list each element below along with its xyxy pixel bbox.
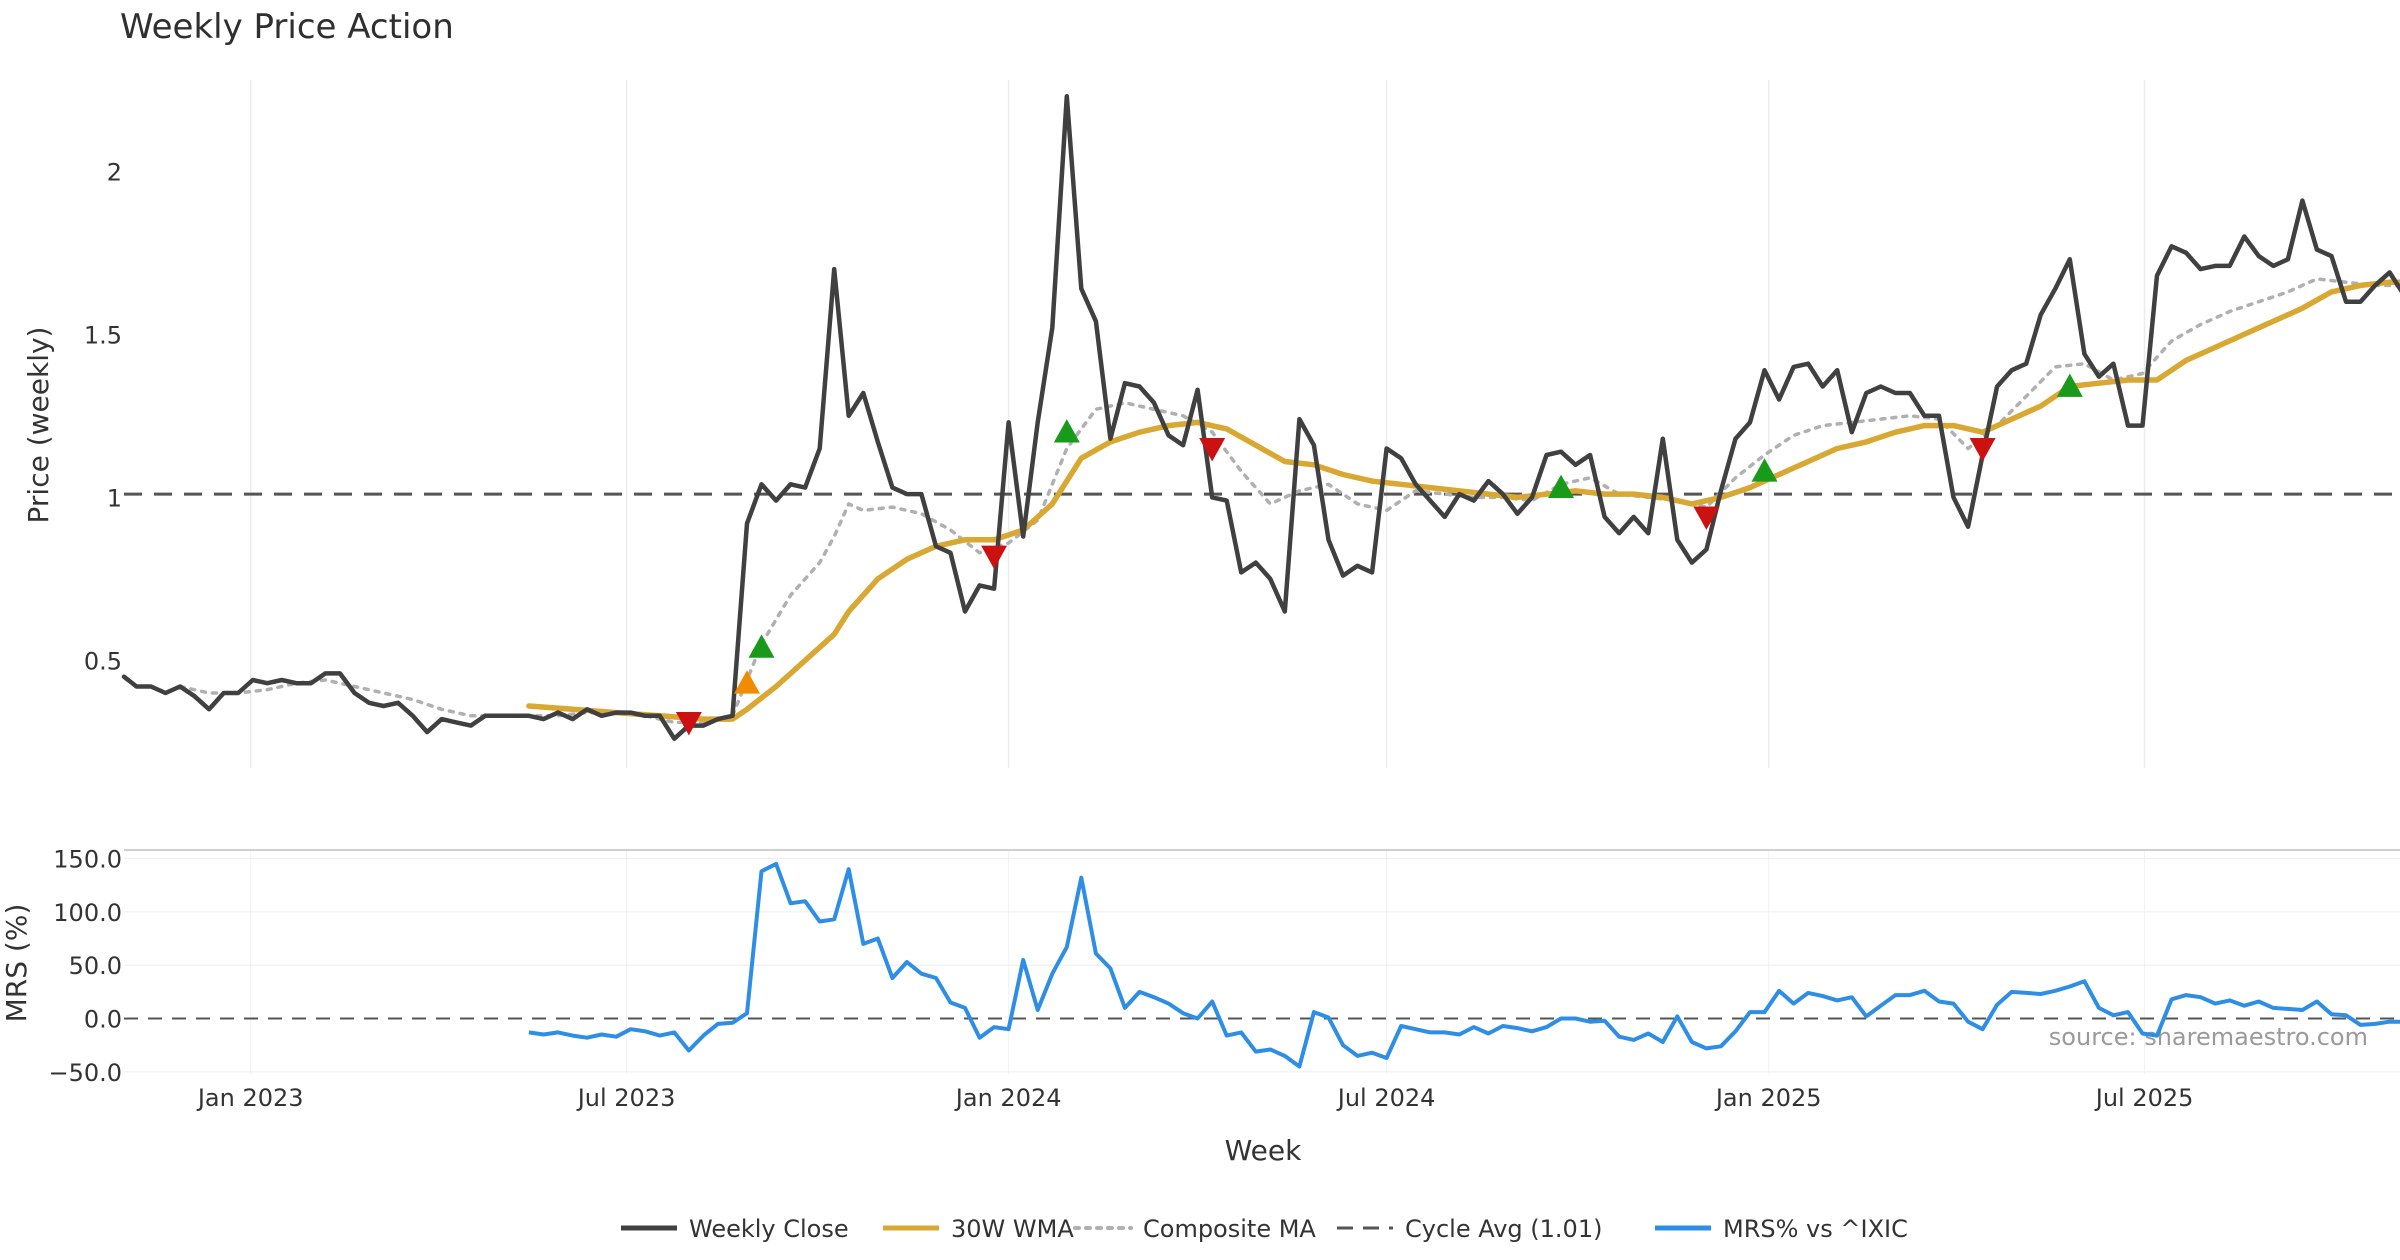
legend-label: Cycle Avg (1.01) [1405, 1215, 1602, 1243]
series-line-mrs-vs-ixic [528, 861, 2400, 1069]
mrs-y-tick-label: 0.0 [84, 1006, 122, 1034]
price-y-tick-label: 0.5 [84, 647, 122, 675]
x-axis-label: Week [1225, 1134, 1302, 1167]
signal-marker-up [2056, 373, 2083, 397]
legend-label: MRS% vs ^IXIC [1723, 1215, 1908, 1243]
price-y-axis-label: Price (weekly) [22, 327, 55, 524]
legend: Weekly Close 30W WMA Composite MA Cycle Avg… [621, 1215, 1908, 1243]
signal-marker-down [981, 545, 1008, 570]
signal-marker-up [1751, 458, 1778, 482]
signal-marker-up [1053, 419, 1080, 443]
axis-ticks: Jan 2023 Jul 2023 Jan 2024 Jul 2024 Jan 2025… [48, 158, 2193, 1112]
signal-marker-down [1199, 438, 1226, 462]
series-lines [121, 94, 2400, 1069]
mrs-y-tick-label: 100.0 [53, 899, 122, 927]
grid-lines [124, 80, 2400, 1074]
x-tick-label: Jan 2025 [1714, 1084, 1822, 1112]
reference-lines [124, 492, 2400, 1020]
price-y-tick-label: 2 [107, 158, 122, 186]
price-y-tick-label: 1.5 [84, 321, 122, 349]
series-line-weekly-close [121, 94, 2400, 741]
signal-marker-up [733, 670, 760, 694]
signal-marker-down [675, 711, 702, 736]
mrs-y-tick-label: −50.0 [48, 1059, 122, 1087]
mrs-y-tick-label: 150.0 [53, 846, 122, 874]
series-line-30w-wma [526, 279, 2400, 722]
mrs-y-axis-label: MRS (%) [0, 904, 33, 1023]
signal-marker-down [1969, 438, 1996, 462]
x-tick-label: Jul 2023 [576, 1084, 676, 1112]
x-tick-label: Jul 2025 [2094, 1084, 2194, 1112]
signal-markers [675, 373, 2083, 736]
legend-label: Composite MA [1143, 1215, 1316, 1243]
signal-marker-down [1693, 506, 1720, 530]
price-y-tick-label: 1 [107, 484, 122, 512]
legend-label: 30W WMA [951, 1215, 1074, 1243]
source-note: source: sharemaestro.com [2049, 1023, 2368, 1051]
mrs-y-tick-label: 50.0 [69, 952, 122, 980]
signal-marker-up [748, 634, 775, 658]
signal-marker-up [1548, 474, 1575, 498]
x-tick-label: Jul 2024 [1336, 1084, 1436, 1112]
x-tick-label: Jan 2024 [954, 1084, 1062, 1112]
x-tick-label: Jan 2023 [196, 1084, 304, 1112]
legend-label: Weekly Close [689, 1215, 849, 1243]
chart-title: Weekly Price Action [120, 7, 454, 47]
series-line-composite-ma [178, 277, 2400, 725]
